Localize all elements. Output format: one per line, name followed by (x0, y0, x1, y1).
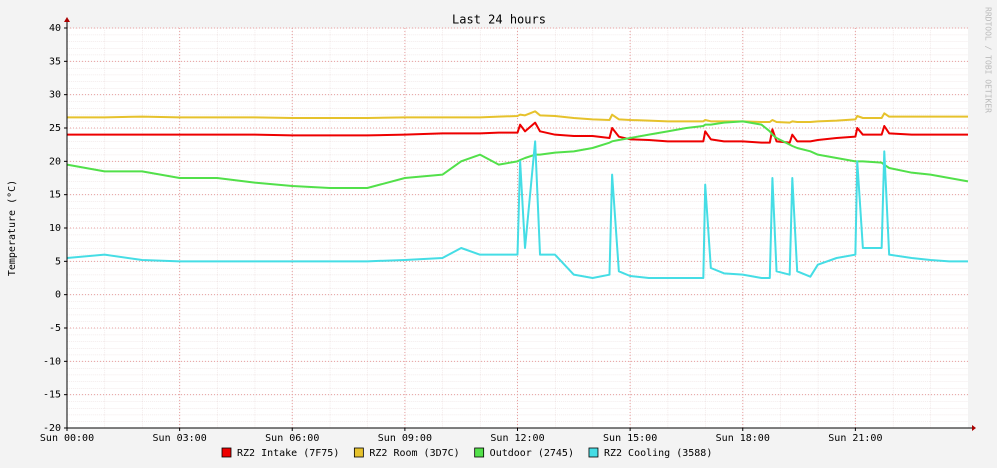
y-arrow (64, 17, 70, 22)
legend: RZ2 Intake (7F75) RZ2 Room (3D7C) Outdoor … (221, 447, 712, 459)
y-tick-label: -5 (49, 323, 61, 334)
y-tick-label: 30 (49, 90, 61, 101)
legend-label: RZ2 Intake (7F75) (237, 448, 339, 459)
chart-title: Last 24 hours (452, 13, 546, 27)
y-tick-label: 40 (49, 23, 61, 34)
y-tick-label: 20 (49, 156, 61, 167)
y-tick-label: 25 (49, 123, 61, 134)
series-line (67, 110, 968, 124)
y-tick-label: -10 (43, 356, 61, 367)
x-arrow (972, 425, 976, 431)
x-tick-label: Sun 18:00 (716, 433, 770, 444)
legend-label: RZ2 Room (3D7C) (369, 448, 459, 459)
legend-label: Outdoor (2745) (490, 448, 574, 459)
lines (66, 110, 969, 279)
x-tick-label: Sun 09:00 (378, 433, 432, 444)
legend-swatch (588, 447, 599, 458)
series-line (66, 140, 968, 279)
x-tick-label: Sun 00:00 (40, 433, 94, 444)
y-tick-label: 5 (55, 256, 61, 267)
legend-swatch (474, 447, 485, 458)
y-tick-label: 0 (55, 290, 61, 301)
x-tick-label: Sun 06:00 (265, 433, 319, 444)
series-line (66, 120, 969, 189)
legend-label: RZ2 Cooling (3588) (604, 448, 712, 459)
y-tick-label: 15 (49, 190, 61, 201)
legend-swatch (221, 447, 232, 458)
y-axis-label: Temperature (°C) (7, 180, 18, 276)
x-tick-label: Sun 12:00 (490, 433, 544, 444)
x-tick-label: Sun 21:00 (828, 433, 882, 444)
y-tick-label: 35 (49, 56, 61, 67)
y-tick-label: 10 (49, 223, 61, 234)
legend-swatch (353, 447, 364, 458)
series-line (67, 121, 968, 144)
y-tick-label: -20 (43, 423, 61, 434)
x-tick-label: Sun 03:00 (153, 433, 207, 444)
y-tick-label: -15 (43, 390, 61, 401)
side-note: RRDTOOL / TOBI OETIKER (984, 7, 993, 113)
x-tick-label: Sun 15:00 (603, 433, 657, 444)
